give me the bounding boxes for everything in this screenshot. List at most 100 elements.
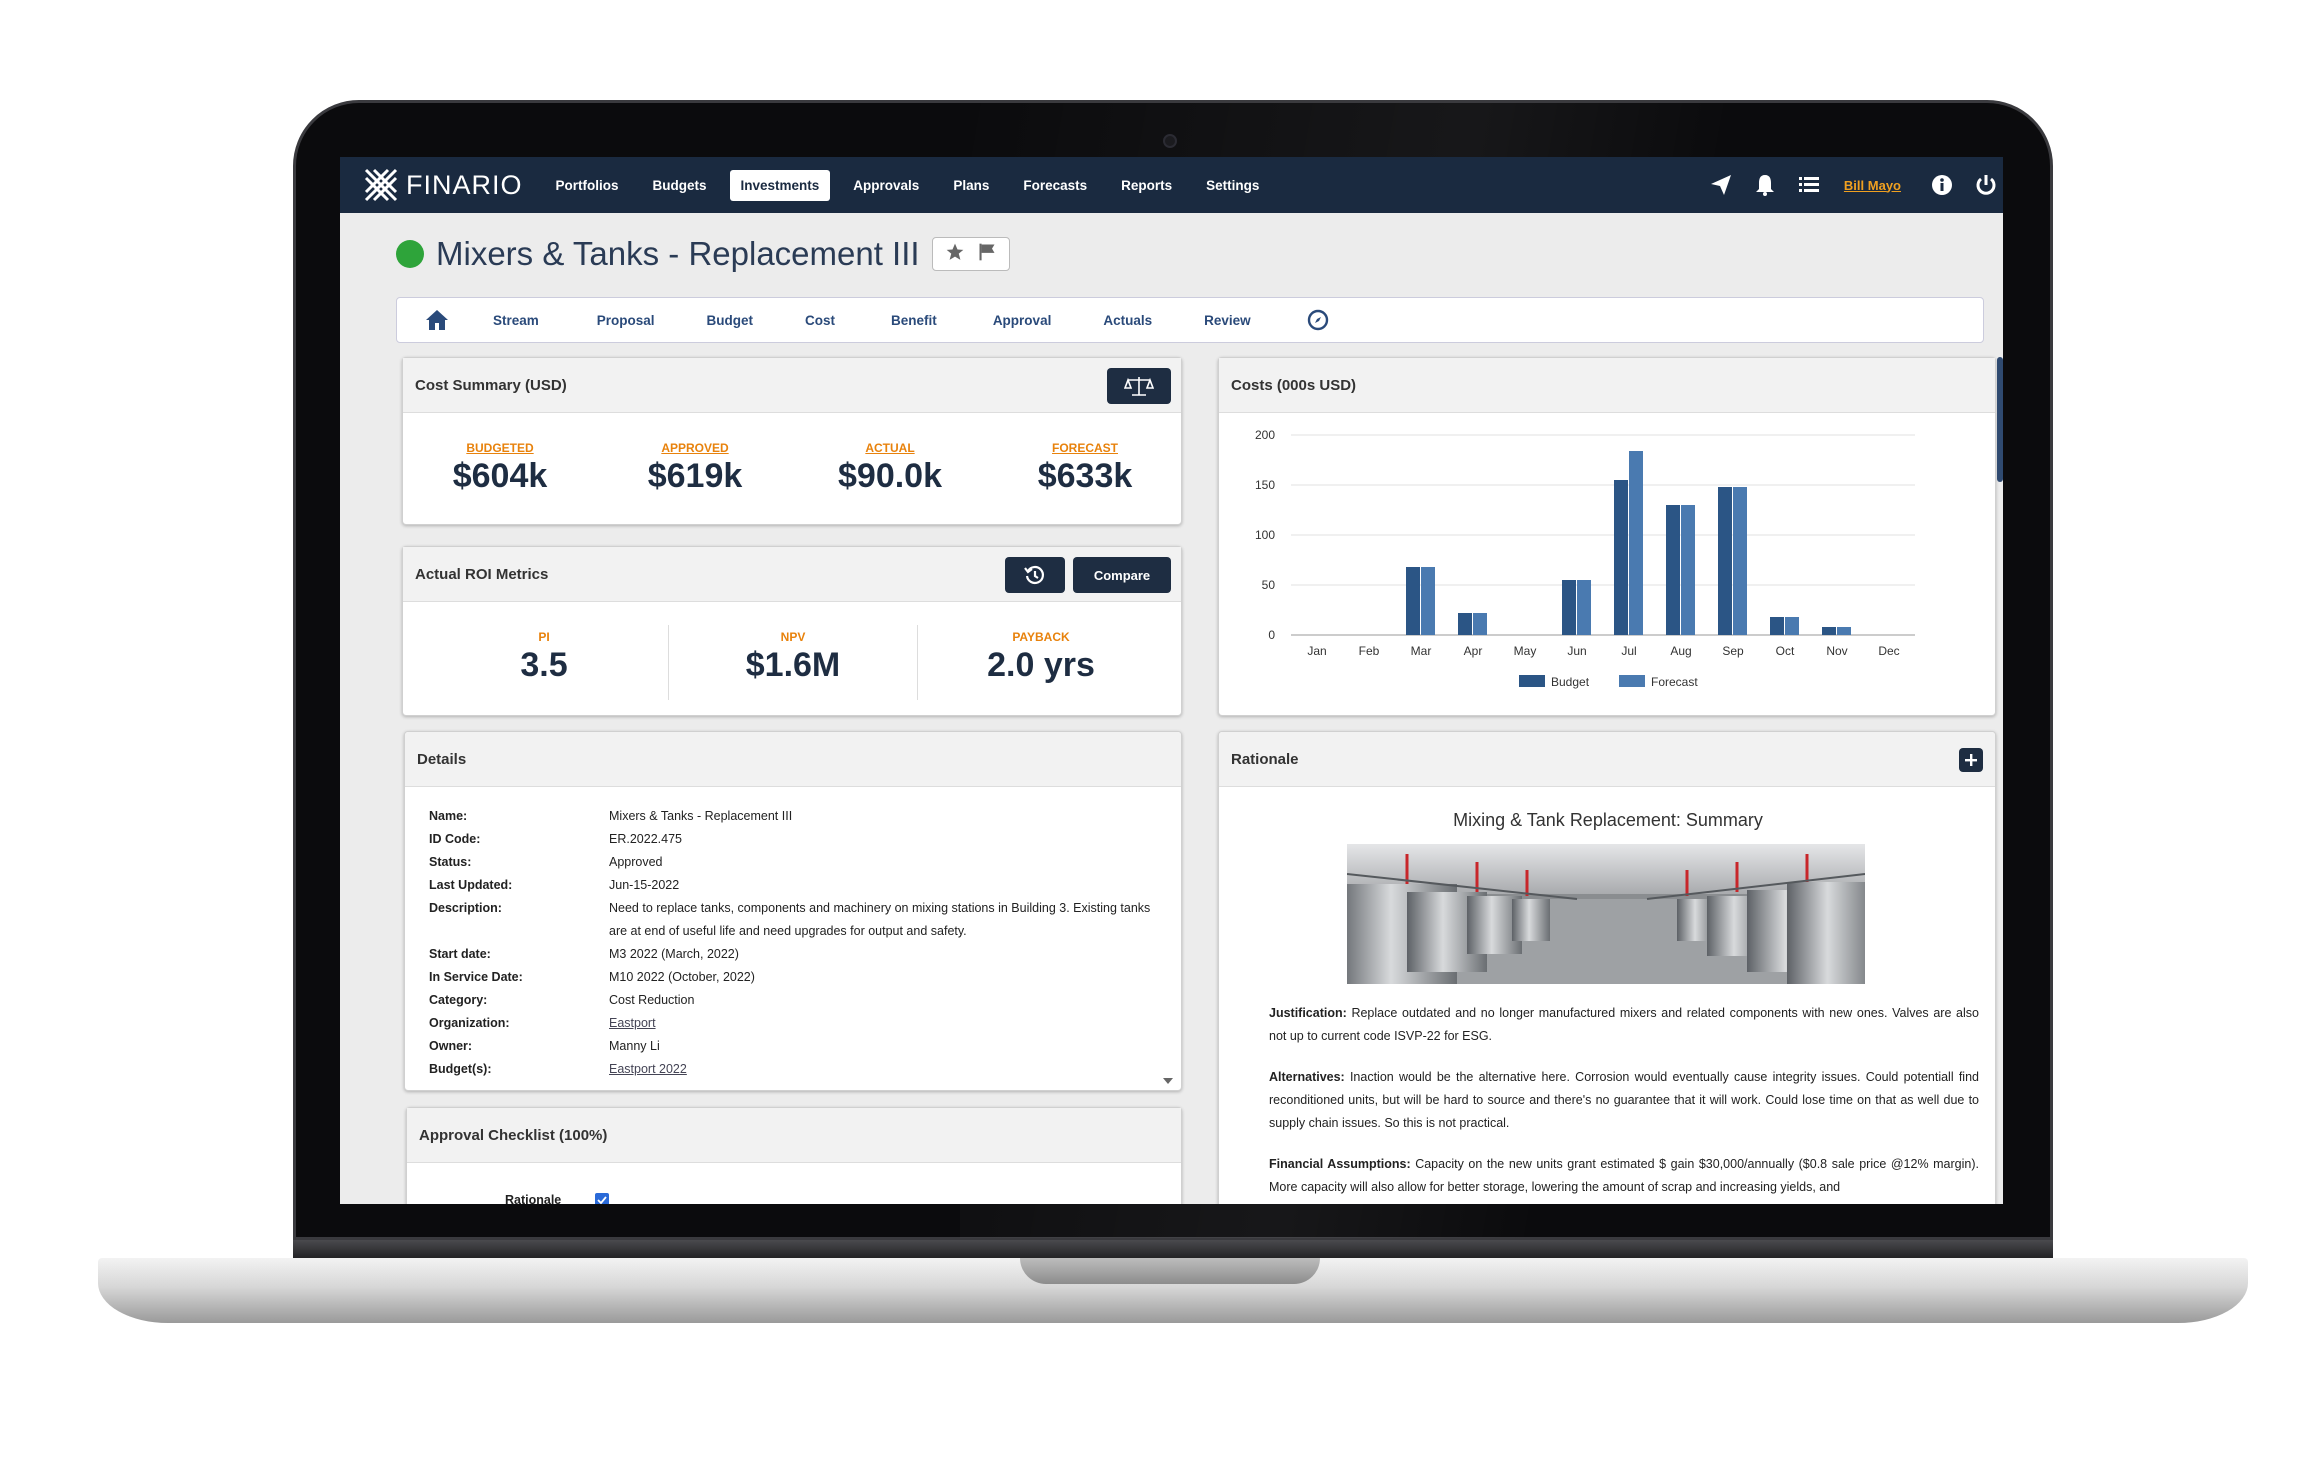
rationale-financial: Financial Assumptions: Capacity on the n… xyxy=(1269,1153,1979,1199)
tab-benefit[interactable]: Benefit xyxy=(891,312,937,328)
nav-item-reports[interactable]: Reports xyxy=(1121,177,1173,193)
rationale-heading: Mixing & Tank Replacement: Summary xyxy=(1453,810,1763,830)
cost-metric-actual: ACTUAL $90.0k xyxy=(800,441,980,496)
metric-label[interactable]: FORECAST xyxy=(1052,441,1118,455)
checklist-checkbox[interactable] xyxy=(595,1193,609,1204)
bell-icon[interactable] xyxy=(1752,172,1778,198)
detail-row: Description: Need to replace tanks, compo… xyxy=(429,897,1169,943)
metric-value: $90.0k xyxy=(838,457,942,495)
nav-item-settings[interactable]: Settings xyxy=(1206,177,1260,193)
detail-row: Owner: Manny Li xyxy=(429,1035,1169,1058)
rationale-panel: Rationale Mixing & Tank Replacement: Sum… xyxy=(1218,731,1996,1204)
bar-forecast-sep xyxy=(1733,487,1747,635)
expand-button[interactable] xyxy=(1959,748,1983,772)
metric-value: 3.5 xyxy=(520,646,568,684)
bar-budget-nov xyxy=(1822,627,1836,635)
panel-title: Rationale xyxy=(1231,750,1299,768)
flag-icon[interactable] xyxy=(977,242,997,267)
alternatives-label: Alternatives: xyxy=(1269,1070,1345,1084)
nav-right-tools: Bill Mayo xyxy=(1690,157,2003,213)
details-panel: Details Name: Mixers & Tanks - Replacemen… xyxy=(404,731,1182,1091)
cost-metric-approved: APPROVED $619k xyxy=(605,441,785,496)
legend-label: Forecast xyxy=(1651,675,1698,689)
detail-row: Start date: M3 2022 (March, 2022) xyxy=(429,943,1169,966)
detail-value: ER.2022.475 xyxy=(609,832,682,846)
compass-icon[interactable] xyxy=(1307,309,1329,331)
detail-key: Status: xyxy=(429,855,472,869)
tab-stream[interactable]: Stream xyxy=(493,312,539,328)
costs-chart-header: Costs (000s USD) xyxy=(1219,358,1995,413)
detail-row: Last Updated: Jun-15-2022 xyxy=(429,874,1169,897)
x-tick-label: Oct xyxy=(1776,644,1795,658)
metric-label[interactable]: APPROVED xyxy=(661,441,729,455)
check-icon xyxy=(597,1196,607,1204)
laptop-notch xyxy=(1020,1258,1320,1284)
bar-forecast-oct xyxy=(1785,617,1799,635)
compare-button[interactable]: Compare xyxy=(1073,557,1171,593)
plus-icon xyxy=(1965,754,1977,766)
bar-budget-apr xyxy=(1458,613,1472,635)
x-tick-label: Apr xyxy=(1464,644,1483,658)
x-tick-label: May xyxy=(1514,644,1537,658)
tab-actuals[interactable]: Actuals xyxy=(1103,312,1153,328)
metric-label[interactable]: ACTUAL xyxy=(865,441,915,455)
bar-budget-oct xyxy=(1770,617,1784,635)
legend-swatch-budget xyxy=(1519,675,1545,687)
legend-label: Budget xyxy=(1551,675,1590,689)
logo-text: FINARIO xyxy=(406,169,523,200)
star-icon[interactable] xyxy=(945,242,965,267)
logo-icon xyxy=(362,166,400,204)
nav-item-investments[interactable]: Investments xyxy=(729,169,831,201)
history-button[interactable] xyxy=(1005,557,1065,593)
bar-forecast-aug xyxy=(1681,505,1695,635)
bar-forecast-jun xyxy=(1577,580,1591,635)
panel-title: Cost Summary (USD) xyxy=(415,376,567,394)
detail-key: Description: xyxy=(429,901,502,915)
bar-forecast-nov xyxy=(1837,627,1851,635)
send-icon[interactable] xyxy=(1708,172,1734,198)
roi-metric-payback: PAYBACK 2.0 yrs xyxy=(931,630,1151,685)
bar-budget-aug xyxy=(1666,505,1680,635)
app-logo[interactable]: FINARIO xyxy=(362,157,523,213)
detail-value: Jun-15-2022 xyxy=(609,878,680,892)
nav-item-approvals[interactable]: Approvals xyxy=(853,177,920,193)
bar-forecast-mar xyxy=(1421,567,1435,635)
page-header: Mixers & Tanks - Replacement III xyxy=(396,235,1010,273)
list-icon[interactable] xyxy=(1796,172,1822,198)
bar-budget-jul xyxy=(1614,480,1628,635)
detail-value: Approved xyxy=(609,855,663,869)
detail-value[interactable]: Eastport 2022 xyxy=(609,1062,687,1076)
scroll-down-icon[interactable] xyxy=(1163,1078,1173,1084)
app-screen: FINARIO Portfolios Budgets Investments Appr… xyxy=(340,157,2003,1204)
checklist-header: Approval Checklist (100%) xyxy=(407,1108,1181,1163)
nav-item-portfolios[interactable]: Portfolios xyxy=(555,177,619,193)
detail-row: Budget(s): Eastport 2022 xyxy=(429,1058,1169,1081)
history-icon xyxy=(1024,565,1045,585)
nav-item-budgets[interactable]: Budgets xyxy=(652,177,707,193)
metric-label[interactable]: BUDGETED xyxy=(466,441,534,455)
metric-divider xyxy=(668,625,669,700)
tab-cost[interactable]: Cost xyxy=(805,312,836,328)
roi-metric-pi: PI 3.5 xyxy=(434,630,654,685)
y-tick-label: 200 xyxy=(1255,428,1275,442)
nav-item-plans[interactable]: Plans xyxy=(953,177,990,193)
balance-button[interactable] xyxy=(1107,368,1171,404)
user-link[interactable]: Bill Mayo xyxy=(1843,177,1901,193)
x-tick-label: Aug xyxy=(1670,644,1691,658)
laptop-hinge xyxy=(293,1240,2053,1262)
rationale-alternatives: Alternatives: Inaction would be the alte… xyxy=(1269,1066,1979,1135)
status-indicator xyxy=(396,240,424,268)
detail-value: Mixers & Tanks - Replacement III xyxy=(609,809,793,823)
tab-budget[interactable]: Budget xyxy=(706,312,754,328)
tab-approval[interactable]: Approval xyxy=(992,312,1052,328)
nav-item-forecasts[interactable]: Forecasts xyxy=(1023,177,1088,193)
tab-proposal[interactable]: Proposal xyxy=(596,312,655,328)
roi-panel: Actual ROI Metrics Compare PI 3.5 NPV $1.6M… xyxy=(402,546,1182,716)
page-scrollbar[interactable] xyxy=(1997,357,2003,482)
power-icon[interactable] xyxy=(1973,172,1999,198)
detail-value[interactable]: Eastport xyxy=(609,1016,656,1030)
info-icon[interactable] xyxy=(1929,172,1955,198)
home-icon[interactable] xyxy=(425,309,449,331)
tab-review[interactable]: Review xyxy=(1204,312,1251,328)
alternatives-text: Inaction would be the alternative here. … xyxy=(1269,1070,1979,1130)
